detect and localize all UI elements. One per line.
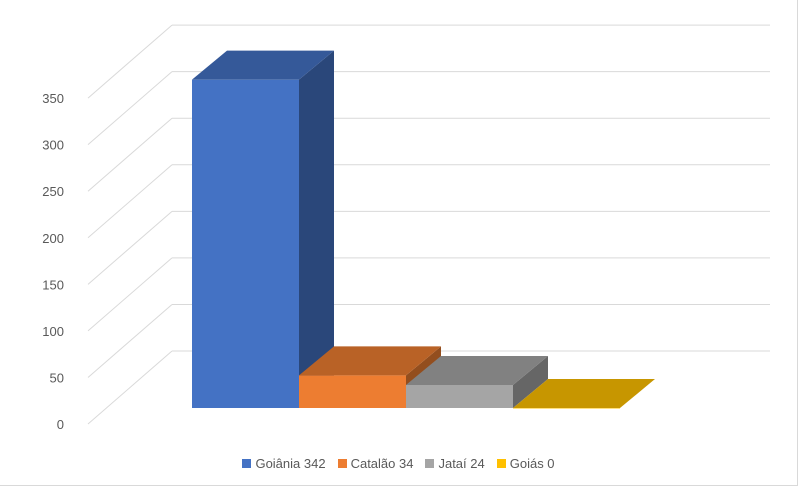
legend-item: Jataí 24 — [425, 456, 485, 471]
bar-front — [513, 408, 620, 409]
gridline-side — [87, 210, 173, 285]
bar-top — [406, 355, 548, 385]
gridline-side — [87, 350, 173, 425]
bar-top — [192, 50, 334, 80]
y-tick-label: 50 — [50, 370, 64, 385]
bar-front — [192, 79, 299, 409]
bar-3 — [406, 355, 548, 408]
y-tick-label: 250 — [42, 184, 64, 199]
legend-swatch — [242, 459, 252, 468]
y-tick-label: 100 — [42, 324, 64, 339]
gridline-side — [87, 164, 173, 239]
legend-item: Catalão 34 — [337, 456, 414, 471]
legend-label: Jataí 24 — [438, 456, 485, 471]
gridline-side — [87, 117, 173, 192]
y-tick-label: 150 — [42, 277, 64, 292]
y-tick-label: 350 — [42, 91, 64, 106]
legend-label: Goiânia 342 — [255, 456, 326, 471]
gridline-side — [87, 257, 173, 332]
bar-top — [299, 346, 441, 376]
legend-item: Goiás 0 — [496, 456, 555, 471]
legend-item: Goiânia 342 — [242, 456, 326, 471]
legend-label: Catalão 34 — [350, 456, 414, 471]
legend-swatch — [337, 459, 347, 468]
gridline-side — [87, 304, 173, 378]
legend-swatch — [496, 459, 506, 468]
legend-label: Goiás 0 — [509, 456, 555, 471]
bar-side — [513, 355, 548, 408]
gridline-side — [87, 71, 173, 146]
legend-swatch — [425, 459, 435, 468]
bar-top — [513, 379, 655, 408]
bar-front — [299, 375, 406, 408]
bar-side — [299, 50, 334, 409]
bar-4 — [513, 379, 655, 409]
y-tick-label: 0 — [57, 417, 64, 432]
y-tick-label: 200 — [42, 231, 64, 246]
legend: Goiânia 342 Catalão 34 Jataí 24 Goiás 0 — [0, 456, 797, 471]
bars — [192, 50, 655, 409]
bar-front — [406, 384, 513, 408]
y-axis-ticks: 0 50 100 150 200 250 300 350 — [42, 91, 64, 432]
y-tick-label: 300 — [42, 138, 64, 153]
bar-1 — [192, 50, 334, 409]
gridline-side — [87, 24, 173, 99]
